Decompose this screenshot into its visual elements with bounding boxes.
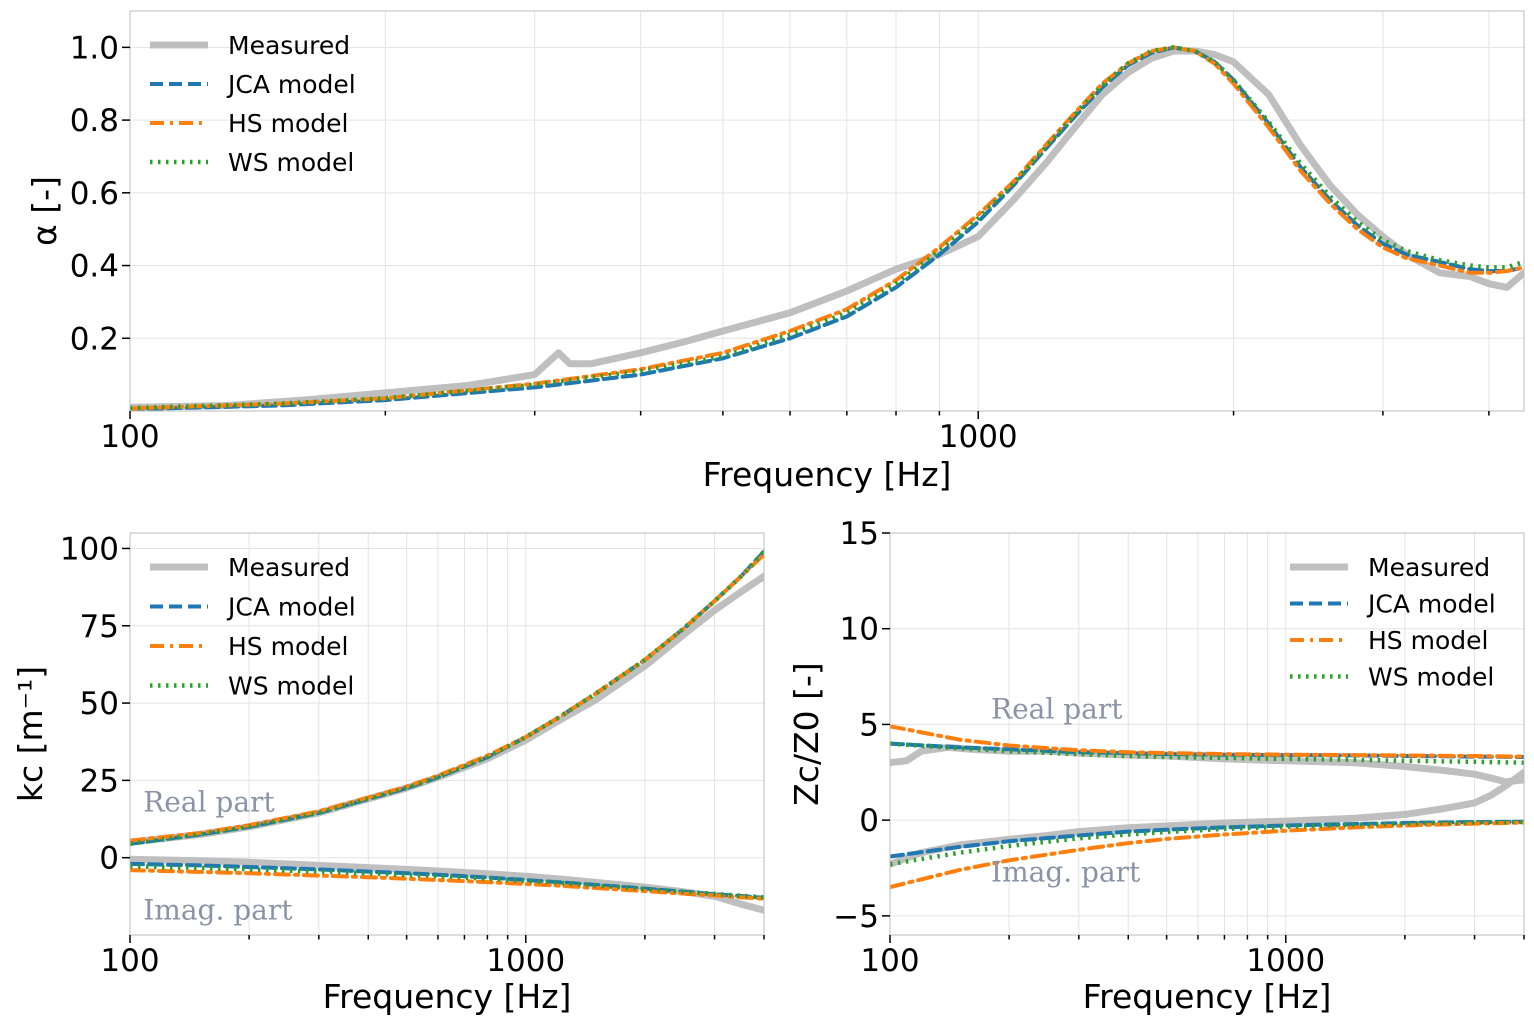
kc-x-tick-label: 1000 bbox=[486, 943, 565, 979]
alpha-y-tick-label: 0.2 bbox=[70, 321, 119, 357]
kc-y-tick-label: 25 bbox=[80, 763, 119, 799]
kc-series bbox=[130, 549, 764, 914]
kc-legend: Measured JCA model HS model WS model bbox=[150, 553, 356, 701]
kc-series-ws-model-imag bbox=[130, 864, 764, 900]
alpha-ticks: 0.2 0.4 0.6 0.8 1.0 100 1000 bbox=[70, 30, 1490, 455]
kc-legend-label-hs-model: HS model bbox=[228, 632, 348, 661]
kc-legend-label-ws-model: WS model bbox=[228, 672, 354, 701]
zc-series-ws-model-real bbox=[890, 741, 1524, 765]
alpha-legend-label-hs-model: HS model bbox=[228, 109, 348, 138]
alpha-legend-label-ws-model: WS model bbox=[228, 148, 354, 177]
kc-chart: 0 25 50 75 100 100 1000 Real part Imag. part Fr… bbox=[11, 531, 765, 1016]
kc-x-tick-label: 100 bbox=[100, 943, 159, 979]
zc-series-hs-model-real bbox=[890, 724, 1524, 759]
zc-legend-label-measured: Measured bbox=[1368, 553, 1490, 582]
zc-x-tick-label: 1000 bbox=[1246, 943, 1325, 979]
zc-y-tick-label: 0 bbox=[859, 803, 879, 839]
alpha-x-tick-label: 1000 bbox=[939, 419, 1018, 455]
zc-series-hs-model-imag bbox=[890, 820, 1524, 890]
zc-annotation: Real part bbox=[991, 693, 1123, 726]
alpha-y-tick-label: 0.8 bbox=[70, 103, 119, 139]
alpha-series-ws-model bbox=[130, 45, 1524, 411]
kc-annotation: Imag. part bbox=[143, 894, 293, 927]
alpha-x-axis-label: Frequency [Hz] bbox=[703, 455, 952, 494]
alpha-series bbox=[130, 45, 1524, 411]
zc-ticks: −5 0 5 10 15 100 1000 bbox=[833, 516, 1525, 979]
alpha-series-hs-model bbox=[130, 45, 1524, 411]
kc-legend-label-jca-model: JCA model bbox=[226, 593, 356, 622]
zc-series bbox=[890, 724, 1524, 890]
zc-series-ws-model-imag bbox=[890, 819, 1524, 867]
alpha-series-jca-model bbox=[130, 45, 1524, 411]
kc-plot-frame bbox=[129, 532, 765, 936]
zc-legend-label-hs-model: HS model bbox=[1368, 626, 1488, 655]
zc-y-tick-label: 15 bbox=[840, 516, 879, 552]
zc-legend-label-jca-model: JCA model bbox=[1366, 590, 1496, 619]
alpha-legend-label-measured: Measured bbox=[228, 31, 350, 60]
kc-legend-label-measured: Measured bbox=[228, 553, 350, 582]
kc-y-tick-label: 75 bbox=[80, 609, 119, 645]
kc-y-tick-label: 100 bbox=[60, 531, 119, 567]
alpha-x-tick-label: 100 bbox=[100, 419, 159, 455]
kc-annotations: Real part Imag. part bbox=[143, 785, 293, 926]
zc-annotation: Imag. part bbox=[991, 855, 1141, 888]
kc-x-axis-label: Frequency [Hz] bbox=[323, 977, 572, 1016]
alpha-y-tick-label: 0.4 bbox=[70, 249, 119, 285]
kc-y-axis-label: kc [m⁻¹] bbox=[11, 666, 50, 802]
zc-y-tick-label: −5 bbox=[833, 899, 879, 935]
alpha-y-axis-label: α [-] bbox=[25, 176, 64, 246]
kc-annotation: Real part bbox=[143, 785, 275, 818]
kc-y-tick-label: 0 bbox=[99, 841, 119, 877]
zc-series-jca-model-imag bbox=[890, 819, 1524, 859]
alpha-legend-label-jca-model: JCA model bbox=[226, 70, 356, 99]
zc-x-tick-label: 100 bbox=[860, 943, 919, 979]
kc-series-ws-model-real bbox=[130, 550, 764, 847]
alpha-legend: Measured JCA model HS model WS model bbox=[150, 31, 356, 177]
alpha-y-tick-label: 1.0 bbox=[70, 30, 119, 66]
zc-annotations: Real part Imag. part bbox=[991, 693, 1141, 889]
alpha-plot-frame bbox=[129, 10, 1525, 412]
zc-y-tick-label: 10 bbox=[840, 612, 879, 648]
kc-ticks: 0 25 50 75 100 100 1000 bbox=[60, 531, 765, 979]
zc-x-axis-label: Frequency [Hz] bbox=[1083, 977, 1332, 1016]
alpha-chart: 0.2 0.4 0.6 0.8 1.0 100 1000 Frequency [Hz] α … bbox=[25, 10, 1525, 494]
zc-chart: −5 0 5 10 15 100 1000 Real part Imag. part Freq… bbox=[787, 516, 1525, 1016]
alpha-y-tick-label: 0.6 bbox=[70, 176, 119, 212]
zc-plot-frame bbox=[889, 532, 1525, 936]
zc-legend: Measured JCA model HS model WS model bbox=[1290, 553, 1496, 692]
zc-y-axis-label: Zc/Z0 [-] bbox=[787, 662, 826, 806]
alpha-series-measured bbox=[130, 47, 1524, 411]
kc-y-tick-label: 50 bbox=[80, 686, 119, 722]
zc-legend-label-ws-model: WS model bbox=[1368, 663, 1494, 692]
zc-y-tick-label: 5 bbox=[859, 707, 879, 743]
